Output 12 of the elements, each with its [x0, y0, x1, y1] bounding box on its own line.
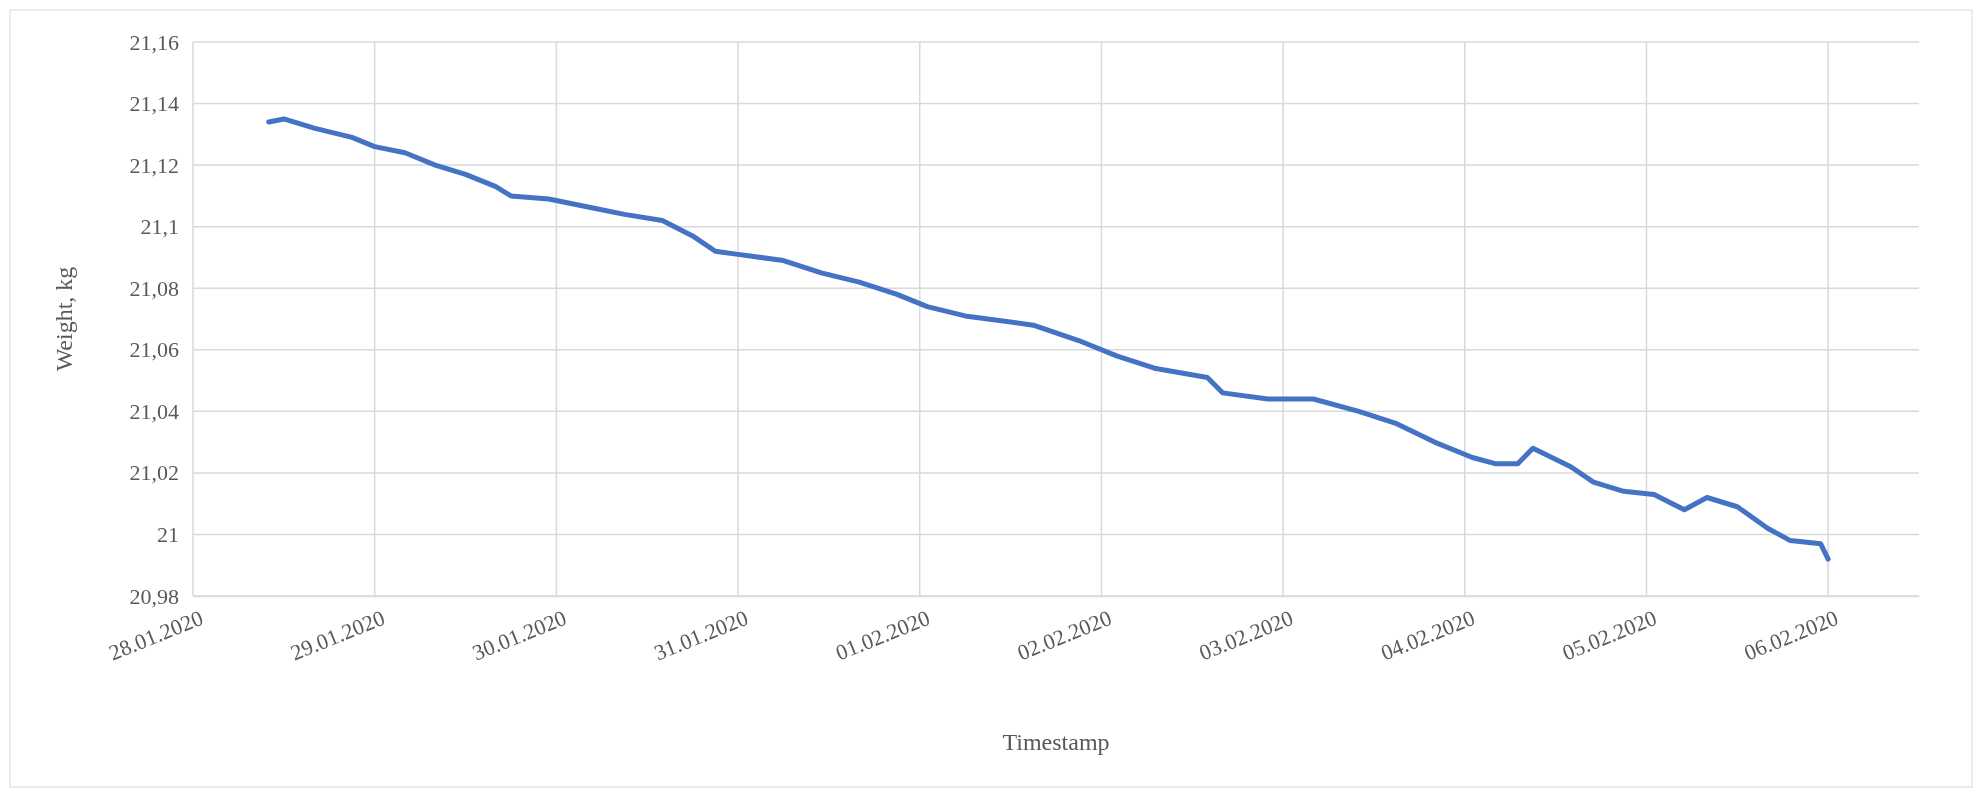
y-tick-label: 21	[157, 521, 179, 547]
x-axis-title: Timestamp	[1002, 729, 1110, 755]
y-tick-label: 21,02	[129, 460, 179, 486]
y-tick-label: 21,1	[140, 214, 179, 240]
y-tick-label: 21,06	[129, 337, 179, 363]
y-axis-title: Weight, kg	[51, 266, 77, 372]
y-tick-label: 21,16	[129, 29, 179, 55]
y-tick-label: 21,08	[129, 275, 179, 301]
y-tick-label: 21,04	[129, 398, 179, 424]
y-tick-label: 21,14	[129, 91, 179, 117]
y-tick-label: 20,98	[129, 583, 179, 609]
y-tick-label: 21,12	[129, 152, 179, 178]
